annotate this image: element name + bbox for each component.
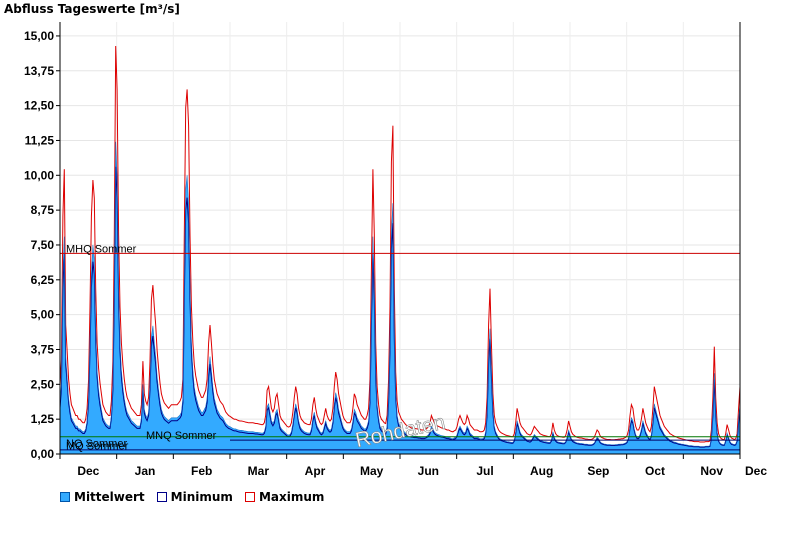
legend-item-maximum[interactable]: Maximum bbox=[244, 490, 325, 504]
y-tick-label: 13,75 bbox=[24, 64, 54, 78]
legend-swatch-mittelwert bbox=[60, 492, 70, 502]
legend-swatch-maximum bbox=[244, 492, 255, 502]
x-tick-label: Jan bbox=[135, 464, 156, 478]
x-tick-label: Apr bbox=[305, 464, 326, 478]
legend-item-mittelwert[interactable]: Mittelwert bbox=[60, 490, 145, 504]
series-mittelwert-line bbox=[59, 141, 741, 447]
y-tick-label: 15,00 bbox=[24, 29, 54, 43]
y-tick-label: 12,50 bbox=[24, 99, 54, 113]
x-tick-label: Dec bbox=[745, 464, 767, 478]
y-tick-label: 8,75 bbox=[31, 203, 55, 217]
x-tick-label: Nov bbox=[700, 464, 723, 478]
x-tick-label: Feb bbox=[191, 464, 212, 478]
y-tick-label: 0,00 bbox=[31, 447, 55, 461]
legend-item-minimum[interactable]: Minimum bbox=[156, 490, 233, 504]
y-tick-label: 1,25 bbox=[31, 412, 55, 426]
y-tick-label: 3,75 bbox=[31, 342, 55, 356]
legend-swatch-minimum bbox=[156, 492, 167, 502]
x-tick-label: Jul bbox=[476, 464, 493, 478]
x-tick-label: Sep bbox=[587, 464, 609, 478]
y-tick-label: 5,00 bbox=[31, 308, 55, 322]
data-series bbox=[59, 45, 741, 455]
series-maximum-line bbox=[59, 45, 741, 443]
y-tick-label: 6,25 bbox=[31, 273, 55, 287]
y-tick-label: 11,25 bbox=[25, 133, 55, 147]
x-tick-label: Aug bbox=[530, 464, 553, 478]
legend-label: Minimum bbox=[170, 490, 233, 504]
legend: Mittelwert Minimum Maximum bbox=[60, 490, 324, 504]
reference-line-label: NQ Sommer bbox=[66, 438, 127, 450]
series-minimum-line bbox=[59, 166, 741, 448]
reference-line-label: MNQ Sommer bbox=[146, 430, 217, 442]
reference-line-label: MHQ Sommer bbox=[66, 243, 137, 255]
x-tick-label: Mar bbox=[248, 464, 270, 478]
x-tick-label: May bbox=[360, 464, 384, 478]
x-tick-label: Oct bbox=[645, 464, 665, 478]
y-tick-label: 7,50 bbox=[31, 238, 55, 252]
chart-title: Abfluss Tageswerte [m³/s] bbox=[4, 2, 180, 16]
y-tick-label: 2,50 bbox=[31, 377, 55, 391]
x-tick-label: Jun bbox=[418, 464, 439, 478]
legend-label: Maximum bbox=[258, 490, 325, 504]
axes: 0,00 1,25 2,50 3,75 5,00 6,25 7,50 8,75 10,00 11,… bbox=[24, 22, 767, 478]
y-tick-label: 10,00 bbox=[24, 168, 54, 182]
grid bbox=[60, 22, 740, 455]
legend-label: Mittelwert bbox=[74, 490, 145, 504]
series-mittelwert-area bbox=[60, 141, 740, 455]
x-tick-label: Dec bbox=[77, 464, 99, 478]
